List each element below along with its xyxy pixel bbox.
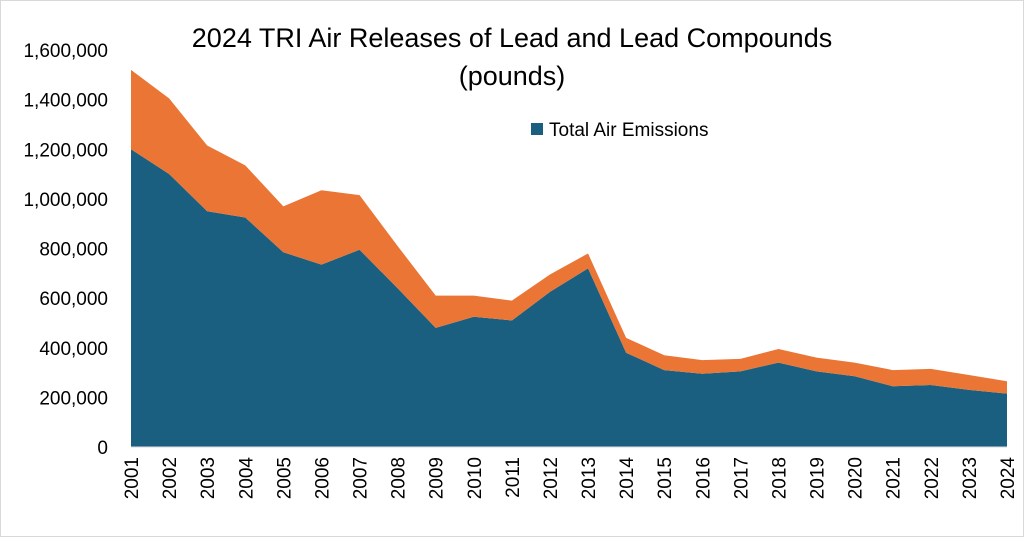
y-tick-label: 400,000 [39, 339, 108, 360]
chart-areas [131, 69, 1007, 447]
y-tick-label: 200,000 [39, 388, 108, 409]
x-tick-label: 2003 [198, 457, 219, 499]
y-tick-label: 1,400,000 [23, 91, 108, 112]
x-tick-label: 2022 [922, 457, 943, 499]
x-tick-label: 2004 [236, 457, 257, 500]
x-tick-label: 2011 [503, 457, 524, 498]
y-tick-label: 0 [97, 438, 108, 459]
area-series-series-2 [131, 69, 1007, 394]
x-tick-label: 2008 [389, 457, 410, 499]
y-tick-label: 1,000,000 [23, 190, 108, 211]
legend-swatch-total-air-emissions [531, 123, 543, 135]
x-tick-label: 2021 [884, 457, 905, 499]
area-series-total-air-emissions [131, 149, 1007, 447]
y-tick-label: 800,000 [39, 240, 108, 261]
y-tick-label: 1,600,000 [23, 41, 108, 62]
x-tick-label: 2005 [274, 457, 295, 499]
chart-title-line2: (pounds) [459, 61, 566, 91]
x-tick-label: 2001 [122, 457, 143, 499]
x-tick-label: 2010 [465, 457, 486, 499]
x-tick-label: 2002 [160, 457, 181, 499]
x-axis-ticks: 2001 2002 2003 2004 2005 2006 2007 2008 2009 2010… [122, 457, 1019, 500]
x-tick-label: 2017 [731, 457, 752, 499]
x-tick-label: 2019 [808, 457, 829, 499]
y-axis-ticks: 0 200,000 400,000 600,000 800,000 1,000,000 1,… [23, 41, 108, 459]
x-tick-label: 2014 [617, 457, 638, 500]
x-tick-label: 2023 [960, 457, 981, 499]
y-tick-label: 600,000 [39, 289, 108, 310]
x-tick-label: 2009 [427, 457, 448, 499]
x-tick-label: 2007 [351, 457, 372, 499]
x-tick-label: 2013 [579, 457, 600, 499]
legend-label-total-air-emissions: Total Air Emissions [549, 120, 708, 141]
x-tick-label: 2020 [846, 457, 867, 499]
x-tick-label: 2015 [655, 457, 676, 499]
x-tick-label: 2006 [312, 457, 333, 499]
x-tick-label: 2016 [693, 457, 714, 499]
x-tick-label: 2012 [541, 457, 562, 499]
x-tick-label: 2024 [998, 457, 1019, 500]
chart-title-line1: 2024 TRI Air Releases of Lead and Lead C… [192, 23, 832, 53]
y-tick-label: 1,200,000 [23, 140, 108, 161]
chart-legend: Total Air Emissions [531, 120, 708, 141]
x-tick-label: 2018 [769, 457, 790, 499]
